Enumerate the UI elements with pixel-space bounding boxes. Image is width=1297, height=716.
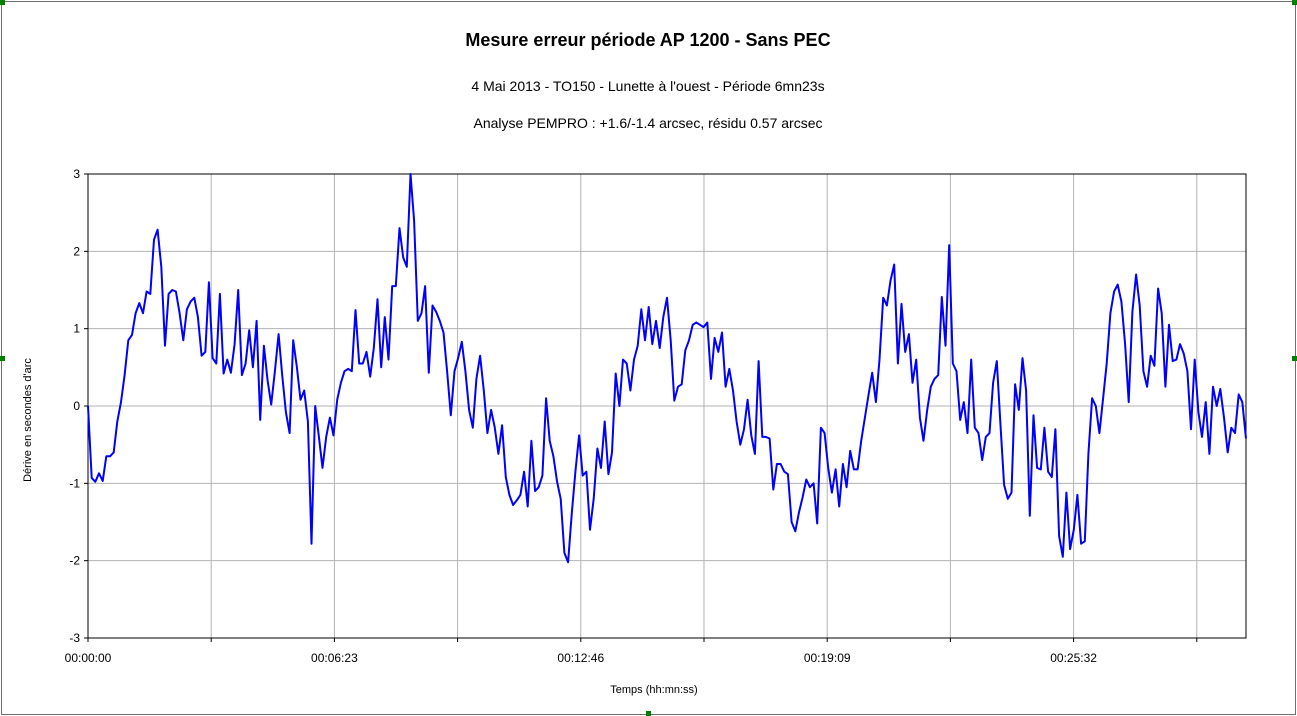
x-tick-label: 00:19:09 [804, 651, 851, 665]
data-series [87, 173, 1247, 564]
y-tick-labels: 3 2 1 0 -1 -2 -3 [69, 167, 88, 645]
y-tick-label: -3 [69, 631, 80, 645]
y-tick-label: 1 [73, 322, 80, 336]
handle-mid-left[interactable] [0, 356, 5, 361]
x-axis-label: Temps (hh:mn:ss) [610, 684, 697, 696]
x-tick-label: 00:00:00 [65, 651, 112, 665]
chart-subtitle-2: Analyse PEMPRO : +1.6/-1.4 arcsec, résid… [474, 115, 823, 131]
handle-top-left[interactable] [0, 0, 5, 5]
x-tick-label: 00:06:23 [311, 651, 358, 665]
x-tick-labels: 00:00:00 00:06:23 00:12:46 00:19:09 00:25:32 [65, 638, 1198, 665]
handle-mid-right[interactable] [1292, 356, 1297, 361]
x-tick-label: 00:25:32 [1050, 651, 1097, 665]
handle-top-right[interactable] [1292, 0, 1297, 5]
handle-bottom-mid[interactable] [646, 711, 651, 716]
grid [87, 173, 1246, 639]
y-axis-label: Dérive en secondes d'arc [22, 358, 34, 482]
y-tick-label: 2 [73, 244, 80, 258]
chart-subtitle-1: 4 Mai 2013 - TO150 - Lunette à l'ouest -… [471, 78, 824, 94]
y-tick-label: 0 [73, 399, 80, 413]
x-tick-label: 00:12:46 [557, 651, 604, 665]
y-tick-label: -1 [69, 476, 80, 490]
y-tick-label: 3 [73, 167, 80, 181]
y-tick-label: -2 [69, 554, 80, 568]
chart-title: Mesure erreur période AP 1200 - Sans PEC [465, 30, 830, 50]
series-line [87, 173, 1247, 564]
